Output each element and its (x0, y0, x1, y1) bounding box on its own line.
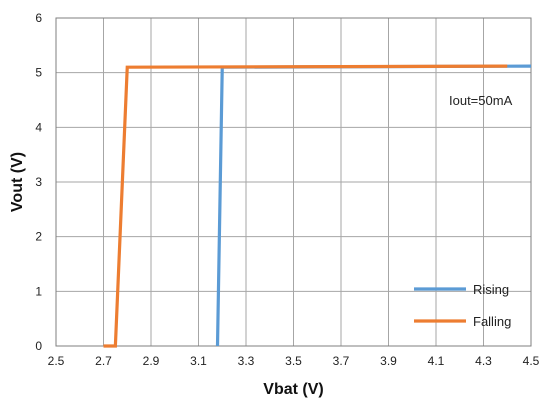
x-tick-label: 4.1 (428, 354, 445, 368)
x-tick-label: 3.9 (380, 354, 397, 368)
y-tick-label: 3 (35, 175, 42, 189)
series-lines (103, 64, 532, 348)
legend: Rising Falling (414, 282, 511, 329)
y-tick-label: 1 (35, 284, 42, 298)
series-line-falling (103, 64, 508, 348)
y-tick-label: 0 (35, 339, 42, 353)
x-tick-label: 3.1 (190, 354, 207, 368)
legend-label-falling: Falling (473, 314, 511, 329)
x-tick-label: 2.5 (48, 354, 65, 368)
x-tick-label: 3.7 (333, 354, 350, 368)
legend-label-rising: Rising (473, 282, 509, 297)
grid (55, 17, 532, 347)
x-tick-label: 2.7 (95, 354, 112, 368)
y-tick-label: 6 (35, 11, 42, 25)
x-axis-title: Vbat (V) (263, 381, 323, 398)
x-tick-label: 4.3 (475, 354, 492, 368)
y-tick-label: 2 (35, 230, 42, 244)
y-axis-title: Vout (V) (9, 152, 26, 212)
annotation-label: Iout=50mA (449, 93, 513, 108)
y-tick-label: 5 (35, 66, 42, 80)
x-tick-label: 4.5 (523, 354, 539, 368)
y-tick-label: 4 (35, 120, 42, 134)
x-tick-label: 3.3 (238, 354, 255, 368)
x-tick-label: 3.5 (285, 354, 302, 368)
plot-border (55, 17, 532, 347)
x-tick-label: 2.9 (143, 354, 160, 368)
axes: 2.5 2.7 2.9 3.1 3.3 3.5 3.7 3.9 4.1 4.3 4.5 0 1 2 3 4 5 6 (35, 11, 539, 368)
